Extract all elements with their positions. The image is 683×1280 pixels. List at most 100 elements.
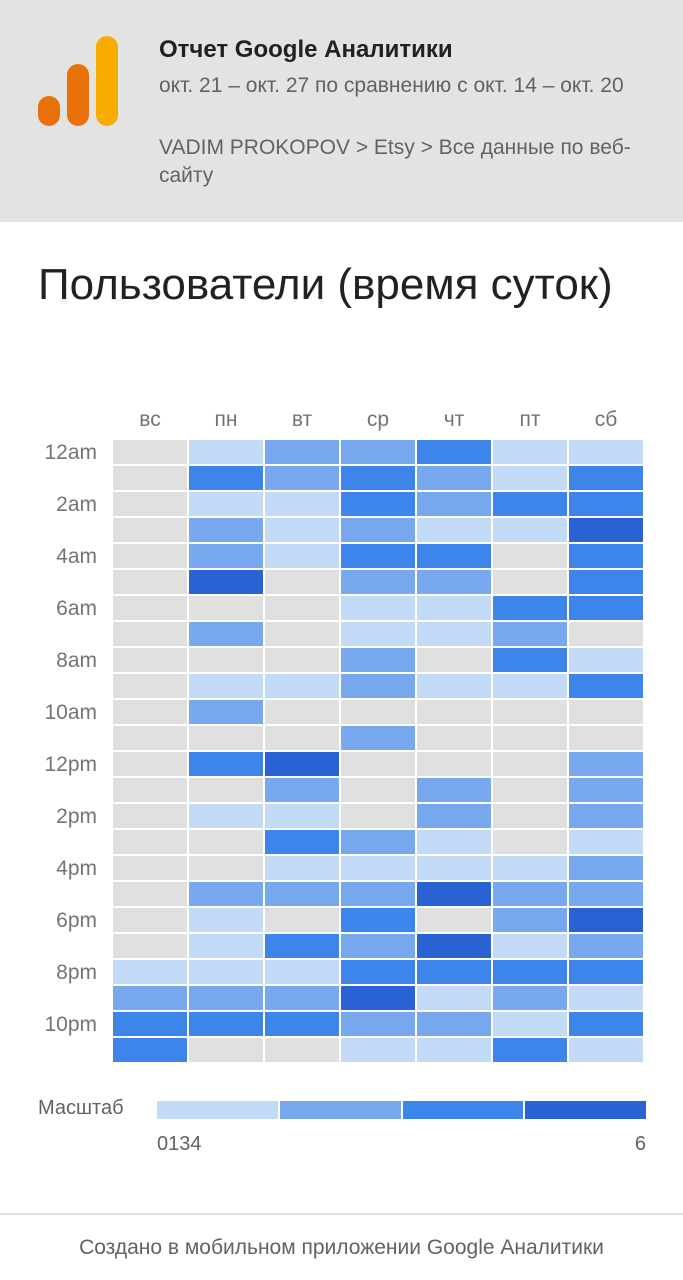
heatmap-cell [341,492,415,516]
row-label: 10pm [44,1013,97,1036]
heatmap-cell [189,440,263,464]
heatmap-cell [417,622,491,646]
heatmap-cell [569,674,643,698]
heatmap-cell [189,1012,263,1036]
heatmap-cell [341,804,415,828]
heatmap-cell [341,700,415,724]
heatmap-cell [493,986,567,1010]
heatmap-cell [417,440,491,464]
heatmap-cell [569,804,643,828]
heatmap-cell [569,752,643,776]
row-label: 8pm [56,961,97,984]
row-label: 8am [56,649,97,672]
heatmap-cell [417,1012,491,1036]
scale-segment [279,1101,401,1119]
heatmap-cell [417,882,491,906]
heatmap-cell [493,830,567,854]
heatmap-cell [265,570,339,594]
row-label: 6pm [56,909,97,932]
heatmap-cell [417,596,491,620]
row-label: 6am [56,597,97,620]
heatmap-cell [493,908,567,932]
heatmap-cell [265,882,339,906]
heatmap-cell [189,908,263,932]
heatmap-cell [113,492,187,516]
heatmap-cell [417,674,491,698]
heatmap-cell [265,492,339,516]
heatmap-cell [113,856,187,880]
heatmap-cell [113,908,187,932]
heatmap-cell [341,1038,415,1062]
heatmap-cell [341,908,415,932]
heatmap-cell [189,986,263,1010]
heatmap-cell [265,440,339,464]
heatmap-cell [493,648,567,672]
report-header: Отчет Google Аналитики окт. 21 – окт. 27… [0,0,683,222]
heatmap-cell [493,882,567,906]
heatmap-cell [189,726,263,750]
heatmap-cell [569,934,643,958]
heatmap-cell [493,518,567,542]
heatmap-cell [569,648,643,672]
heatmap-cell [265,752,339,776]
row-label: 10am [44,701,97,724]
heatmap-cell [189,466,263,490]
heatmap-cell [189,934,263,958]
row-label: 4am [56,545,97,568]
heatmap-cell [265,674,339,698]
heatmap-cell [113,778,187,802]
heatmap-cell [493,466,567,490]
scale-segment [525,1101,646,1119]
heatmap-cell [493,622,567,646]
heatmap-cell [113,830,187,854]
column-label: вс [139,408,160,431]
column-label: сб [595,408,618,431]
heatmap-cell [341,570,415,594]
scale-segment [402,1101,524,1119]
heatmap-cell [569,1038,643,1062]
heatmap-cell [569,960,643,984]
divider [0,1213,683,1215]
heatmap-cell [417,804,491,828]
heatmap-cell [493,960,567,984]
heatmap-cell [569,492,643,516]
heatmap-cell [493,1038,567,1062]
heatmap-cell [493,856,567,880]
heatmap-cell [341,648,415,672]
heatmap-cell [569,440,643,464]
heatmap-cell [493,1012,567,1036]
heatmap-cell [113,518,187,542]
heatmap-cell [417,544,491,568]
heatmap-cell [189,596,263,620]
heatmap-cell [113,726,187,750]
heatmap-cell [341,596,415,620]
heatmap-cell [265,960,339,984]
heatmap-cell [493,492,567,516]
scale-legend [157,1101,646,1119]
heatmap-cell [341,518,415,542]
footer-text: Создано в мобильном приложении Google Ан… [79,1236,604,1259]
heatmap-cell [493,596,567,620]
heatmap-cell [341,622,415,646]
heatmap-cell [189,700,263,724]
heatmap-cell [341,830,415,854]
heatmap-cell [113,648,187,672]
heatmap-cell [341,1012,415,1036]
heatmap-cell [341,440,415,464]
heatmap-cell [189,804,263,828]
heatmap-cell [113,752,187,776]
column-label: вт [292,408,313,431]
heatmap-cell [569,700,643,724]
heatmap-cell [417,726,491,750]
heatmap-cell [113,622,187,646]
heatmap-cell [417,700,491,724]
heatmap-cell [265,622,339,646]
heatmap-cell [417,570,491,594]
scale-min-label: 0134 [157,1133,202,1155]
heatmap-cell [493,752,567,776]
heatmap-cell [113,544,187,568]
heatmap-cell [569,570,643,594]
heatmap-cell [569,986,643,1010]
heatmap-cell [189,856,263,880]
heatmap-cell [265,804,339,828]
